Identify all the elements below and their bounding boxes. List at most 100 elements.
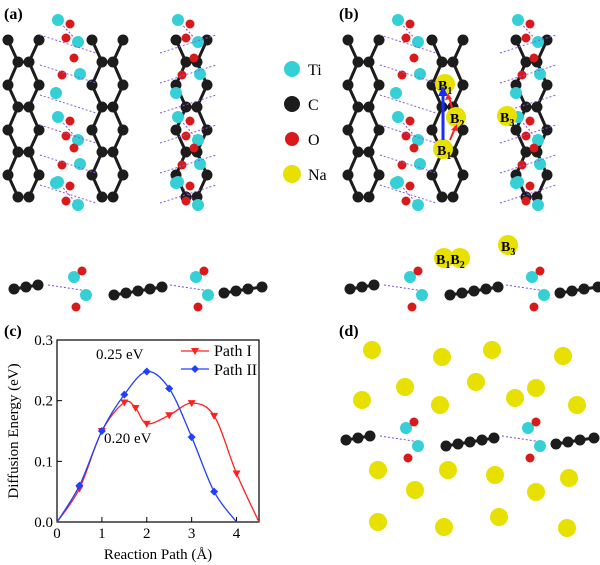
c-atom <box>86 169 98 181</box>
ti-o-bond <box>379 435 421 443</box>
ti-o-bond <box>501 435 543 443</box>
c-atom <box>108 289 120 301</box>
c-atom <box>541 79 553 91</box>
na-atom <box>483 341 501 359</box>
c-atom <box>144 283 156 295</box>
c-atom <box>33 34 45 46</box>
o-atom <box>189 53 199 63</box>
data-point-path-ii <box>210 487 219 496</box>
structure-side-view-d <box>340 417 600 463</box>
o-atom <box>409 417 419 427</box>
c-atom <box>20 281 32 293</box>
c-atom <box>457 79 469 91</box>
na-atom <box>406 481 424 499</box>
o-atom <box>69 53 79 63</box>
na-atom <box>568 396 586 414</box>
legend-label-ti: Ti <box>308 62 322 79</box>
o-atom <box>57 160 67 170</box>
ti-c-bond <box>39 124 97 144</box>
data-point-path-ii <box>97 427 106 435</box>
c-atom <box>373 79 385 91</box>
legend-item-ti: Ti <box>284 61 322 79</box>
c-atom <box>541 169 553 181</box>
ti-atom <box>192 134 204 146</box>
c-atom <box>342 34 354 46</box>
legend-label-o: O <box>308 132 320 149</box>
c-atom <box>356 281 368 293</box>
na-atom <box>433 348 451 366</box>
site-label-b2: B2 <box>450 112 464 130</box>
ti-c-bond <box>159 94 217 114</box>
legend-item-na: Na <box>283 165 327 184</box>
o-atom <box>531 417 541 427</box>
ti-atom-swatch <box>284 61 300 77</box>
c-atom-swatch <box>284 96 300 112</box>
x-tick-label: 1 <box>98 526 106 542</box>
c-atom <box>201 169 213 181</box>
ti-c-bond <box>379 64 437 84</box>
c-atom <box>2 169 14 181</box>
o-atom <box>529 53 539 63</box>
c-atom <box>8 283 20 295</box>
c-atom <box>32 279 44 291</box>
o-atom <box>181 196 191 206</box>
ti-atom <box>412 440 424 452</box>
x-tick-label: 3 <box>188 526 196 542</box>
o-atom <box>65 116 75 126</box>
ti-c-bond <box>39 94 97 114</box>
ti-c-bond <box>379 94 437 114</box>
ti-atom <box>510 177 522 189</box>
o-atom <box>525 19 535 29</box>
c-atom <box>170 124 182 136</box>
ti-o-bond <box>169 284 211 292</box>
data-point-path-ii <box>187 433 196 442</box>
ti-atom <box>390 177 402 189</box>
ti-atom <box>532 36 544 48</box>
ti-atom <box>534 68 546 80</box>
structure-top-view-b <box>342 14 557 211</box>
o-atom <box>397 160 407 170</box>
c-atom <box>96 191 108 203</box>
annotation-peak-025: 0.25 eV <box>96 347 144 363</box>
c-atom <box>447 191 459 203</box>
c-atom <box>364 430 376 442</box>
na-atom <box>486 466 504 484</box>
y-tick-label: 0.0 <box>34 515 53 531</box>
o-atom <box>517 70 527 80</box>
na-side-b1 <box>434 248 454 268</box>
o-atom <box>517 160 527 170</box>
ti-atom <box>172 14 184 26</box>
ti-atom <box>416 289 428 301</box>
c-atom <box>342 79 354 91</box>
c-atom <box>476 434 488 446</box>
na-atom <box>527 379 545 397</box>
chart-series <box>56 367 260 523</box>
c-atom <box>468 285 480 297</box>
ti-atom <box>522 422 534 434</box>
ti-atom <box>52 14 64 26</box>
c-atom <box>342 124 354 136</box>
c-atom <box>426 124 438 136</box>
o-atom <box>409 143 419 153</box>
ti-o-bond <box>47 284 89 292</box>
ti-atom <box>534 158 546 170</box>
o-atom <box>199 266 209 276</box>
site-labels-side: B1B2 B3 <box>434 235 518 271</box>
y-axis-label: Diffusion Energy (eV) <box>6 363 22 498</box>
c-atom <box>562 436 574 448</box>
site-label-b3: B3 <box>500 111 514 129</box>
path-arrow-ii-head <box>438 86 448 96</box>
site-label-b1-lower: B1 <box>437 144 451 162</box>
o-atom <box>521 131 531 141</box>
ti-atom <box>74 68 86 80</box>
o-atom <box>65 181 75 191</box>
o-atom <box>405 181 415 191</box>
o-atom <box>181 131 191 141</box>
legend-label-na: Na <box>308 167 327 184</box>
ti-c-bond <box>379 184 437 204</box>
c-atom <box>452 438 464 450</box>
na-atom <box>369 461 387 479</box>
ti-atom <box>404 271 416 283</box>
element-legend: Ti C O Na <box>283 61 327 184</box>
ti-atom <box>534 440 546 452</box>
